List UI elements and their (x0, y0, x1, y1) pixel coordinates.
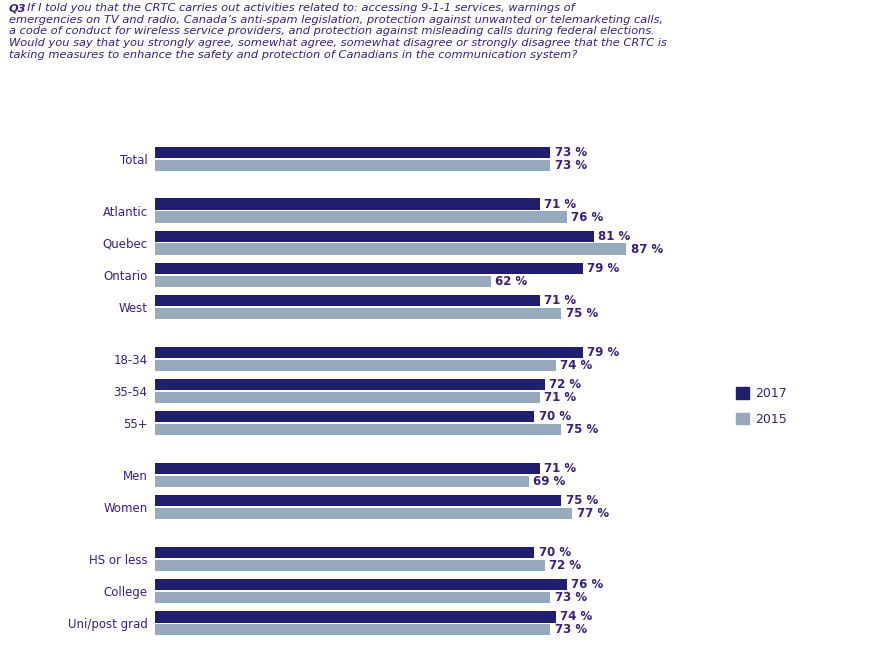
Bar (155, 424, 562, 435)
Text: 70 %: 70 % (539, 546, 570, 559)
Bar (155, 263, 583, 275)
Text: 74 %: 74 % (560, 610, 592, 623)
Bar (155, 579, 567, 591)
Text: 76 %: 76 % (571, 578, 603, 591)
Text: 71 %: 71 % (544, 198, 576, 211)
Text: 69 %: 69 % (533, 475, 565, 488)
Bar (155, 347, 583, 358)
Bar (155, 147, 550, 158)
Text: 75 %: 75 % (566, 423, 598, 436)
Text: 73 %: 73 % (555, 146, 587, 159)
Bar (155, 546, 534, 558)
Bar (155, 559, 545, 571)
Text: 73 %: 73 % (555, 591, 587, 604)
Bar (155, 379, 545, 390)
Text: 79 %: 79 % (587, 346, 620, 359)
Text: 70 %: 70 % (539, 410, 570, 423)
Legend: 2017, 2015: 2017, 2015 (736, 387, 787, 426)
Text: 77 %: 77 % (577, 507, 608, 520)
Text: 71 %: 71 % (544, 294, 576, 307)
Text: 75 %: 75 % (566, 307, 598, 320)
Bar (155, 392, 540, 403)
Bar (155, 295, 540, 306)
Text: 62 %: 62 % (495, 275, 527, 288)
Text: Q3: Q3 (9, 3, 26, 13)
Text: 72 %: 72 % (549, 378, 582, 391)
Bar (155, 308, 562, 319)
Bar (155, 624, 550, 635)
Text: 73 %: 73 % (555, 623, 587, 636)
Bar (155, 611, 556, 622)
Text: 76 %: 76 % (571, 210, 603, 223)
Text: If I told you that the CRTC carries out activities related to: accessing 9-1-1 s: If I told you that the CRTC carries out … (9, 3, 667, 60)
Text: 71 %: 71 % (544, 462, 576, 475)
Bar (155, 230, 594, 242)
Bar (155, 360, 556, 371)
Bar (155, 160, 550, 171)
Text: 87 %: 87 % (630, 243, 663, 256)
Text: 75 %: 75 % (566, 494, 598, 507)
Bar (155, 476, 529, 487)
Bar (155, 276, 491, 287)
Text: 73 %: 73 % (555, 159, 587, 172)
Text: 71 %: 71 % (544, 391, 576, 404)
Text: 81 %: 81 % (598, 230, 630, 243)
Text: 74 %: 74 % (560, 359, 592, 372)
Bar (155, 199, 540, 210)
Bar (155, 463, 540, 474)
Bar (155, 508, 572, 519)
Bar (155, 243, 626, 255)
Bar (155, 495, 562, 506)
Text: 79 %: 79 % (587, 262, 620, 275)
Text: 72 %: 72 % (549, 559, 582, 572)
Bar (155, 411, 534, 422)
Bar (155, 592, 550, 603)
Bar (155, 212, 567, 223)
